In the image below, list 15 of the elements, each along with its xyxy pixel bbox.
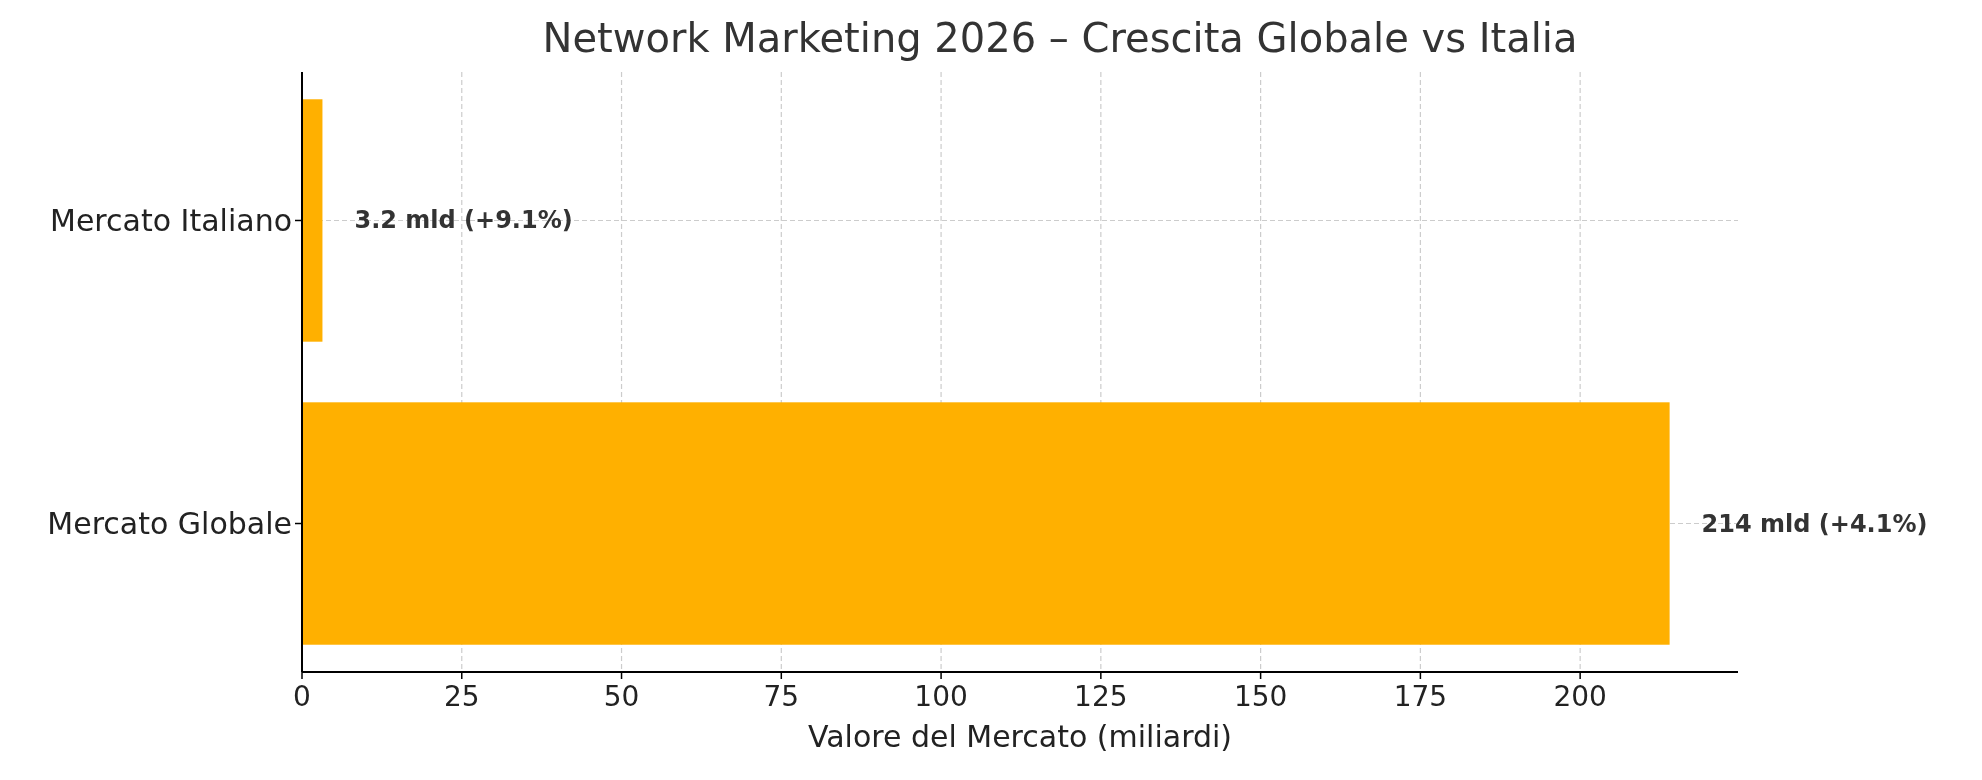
data-label: 214 mld (+4.1%) <box>1701 509 1928 538</box>
x-axis-title: Valore del Mercato (miliardi) <box>807 719 1233 754</box>
x-tick-label: 125 <box>1074 680 1128 713</box>
chart-title: Network Marketing 2026 – Crescita Globale vs Italia <box>542 15 1578 61</box>
y-tick-label: Mercato Italiano <box>50 202 292 238</box>
y-tick-label: Mercato Globale <box>47 506 292 542</box>
x-tick-label: 150 <box>1233 680 1288 713</box>
data-label: 3.2 mld (+9.1%) <box>354 206 573 235</box>
x-tick-label: 175 <box>1393 680 1448 713</box>
x-tick-label: 0 <box>293 680 311 713</box>
x-tick-label: 25 <box>443 680 480 713</box>
x-tick-label: 50 <box>603 680 640 713</box>
x-tick-label: 75 <box>763 680 800 713</box>
x-tick-label: 100 <box>914 680 968 713</box>
x-tick-label: 200 <box>1553 680 1607 713</box>
